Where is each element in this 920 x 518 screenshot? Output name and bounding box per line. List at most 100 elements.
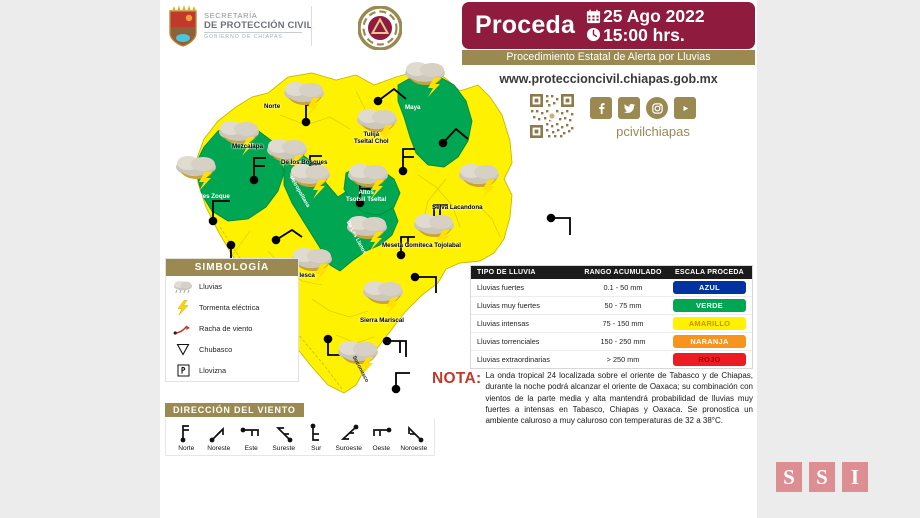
- table-row: Lluvias muy fuertes 50 - 75 mm VERDE: [471, 297, 752, 315]
- shower-triangle-icon: [172, 342, 194, 357]
- wind-dir-label: Noroeste: [400, 445, 428, 452]
- secretaria-text-block: SECRETARÍA DE PROTECCIÓN CIVIL GOBIERNO …: [204, 11, 313, 41]
- map-label-maya: Maya: [405, 104, 421, 111]
- map-label-sierra-mariscal: Sierra Mariscal: [360, 317, 405, 324]
- secretaria-line-3: GOBIERNO DE CHIAPAS: [204, 34, 283, 41]
- nota-label: NOTA:: [432, 370, 482, 387]
- table-header-rango: RANGO ACUMULADO: [584, 269, 662, 276]
- secretaria-line-2: DE PROTECCIÓN CIVIL: [204, 19, 313, 31]
- wind-barb: [271, 228, 303, 245]
- storm-icon: [459, 164, 499, 199]
- secretaria-rule: [204, 32, 302, 34]
- social-handle: pcivilchiapas: [616, 124, 690, 139]
- chiapas-coat-of-arms-icon: [168, 5, 198, 47]
- table-header-tipo: TIPO DE LLUVIA: [477, 269, 536, 276]
- wind-dir-label: Este: [244, 445, 258, 452]
- wind-barb-icon: [340, 424, 359, 440]
- website-url[interactable]: www.proteccioncivil.chiapas.gob.mx: [499, 72, 718, 86]
- wind-barb: [382, 336, 407, 357]
- simbologia-title: SIMBOLOGÍA: [166, 259, 298, 276]
- wind-barb: [438, 127, 469, 148]
- wind-dir-norte: Norte: [170, 422, 203, 452]
- ssi-letter: S: [776, 462, 802, 492]
- wind-direction-items: Norte Noreste Este: [165, 418, 435, 456]
- simbologia-item-tormenta: Tormenta eléctrica: [166, 297, 298, 318]
- cell-escala: VERDE: [667, 299, 752, 312]
- simbologia-panel: SIMBOLOGÍA Lluvias Tormenta eléctrica: [165, 258, 299, 382]
- wind-gust-icon: [172, 321, 194, 336]
- header-divider: [311, 6, 312, 46]
- storm-icon: [414, 214, 454, 249]
- wind-dir-label: Oeste: [372, 445, 391, 452]
- table-row: Lluvias torrenciales 150 - 250 mm NARANJ…: [471, 333, 752, 351]
- cell-rango: 0.1 - 50 mm: [603, 283, 643, 292]
- simbologia-item-racha: Racha de viento: [166, 318, 298, 339]
- cell-rango: 50 - 75 mm: [604, 301, 642, 310]
- cell-rango: > 250 mm: [606, 355, 640, 364]
- wind-direction-title: DIRECCIÓN DEL VIENTO: [165, 403, 304, 417]
- map-label-mezcalapa: Mezcalapa: [232, 143, 263, 150]
- map-label-frailesca: Frailesca: [288, 272, 315, 279]
- wind-dir-oeste: Oeste: [365, 422, 398, 452]
- rain-scale-table: TIPO DE LLUVIA RANGO ACUMULADO ESCALA PR…: [470, 265, 753, 369]
- facebook-icon[interactable]: [590, 97, 612, 119]
- ssi-letter: I: [842, 462, 868, 492]
- wind-barb-icon: [310, 423, 320, 441]
- storm-icon: [176, 156, 216, 191]
- wind-barb-icon: [275, 427, 293, 443]
- proceda-time-row: 15:00 hrs.: [586, 25, 705, 45]
- twitter-icon[interactable]: [618, 97, 640, 119]
- cell-tipo: Lluvias extraordinarias: [477, 355, 551, 364]
- instagram-icon[interactable]: [646, 97, 668, 119]
- wind-barb: [208, 200, 230, 226]
- wind-barb: [249, 157, 266, 185]
- wind-barb-icon: [373, 427, 392, 436]
- wind-barb-icon: [209, 426, 224, 443]
- map-label-norte: Norte: [264, 103, 281, 110]
- wind-direction-panel: DIRECCIÓN DEL VIENTO Norte Noreste: [165, 400, 435, 456]
- map-region-maya: [397, 74, 473, 168]
- table-header-row: TIPO DE LLUVIA RANGO ACUMULADO ESCALA PR…: [471, 266, 752, 279]
- secretaria-line-1: SECRETARÍA: [204, 11, 258, 20]
- wind-dir-label: Norte: [178, 445, 195, 452]
- wind-barb: [391, 372, 410, 394]
- storm-icon: [357, 109, 397, 144]
- map-label-meseta-comiteca-tojolabal: Meseta Comiteca Tojolabal: [382, 242, 461, 249]
- youtube-icon[interactable]: [674, 97, 696, 119]
- wind-barb: [396, 236, 415, 260]
- ssi-watermark: S S I: [776, 462, 868, 492]
- cell-tipo: Lluvias muy fuertes: [477, 301, 540, 310]
- wind-dir-sur: Sur: [300, 422, 333, 452]
- proteccion-civil-emblem-icon: [357, 5, 403, 51]
- wind-dir-label: Sur: [311, 445, 322, 452]
- map-label-de-los-bosques: De los Bosques: [281, 159, 328, 166]
- header: SECRETARÍA DE PROTECCIÓN CIVIL GOBIERNO …: [160, 0, 757, 65]
- storm-icon: [284, 82, 324, 117]
- social-links: [590, 97, 696, 119]
- simbologia-label: Lluvias: [199, 282, 223, 291]
- storm-icon: [363, 281, 403, 316]
- storm-icon: [348, 164, 388, 199]
- qr-code[interactable]: [528, 92, 576, 140]
- simbologia-label: Tormenta eléctrica: [199, 303, 260, 312]
- proceda-badge: Proceda: [462, 2, 755, 49]
- storm-icon: [290, 164, 330, 199]
- wind-barb: [546, 213, 571, 235]
- wind-barb: [373, 87, 407, 106]
- wind-barb: [323, 334, 342, 356]
- table-row: Lluvias fuertes 0.1 - 50 mm AZUL: [471, 279, 752, 297]
- cell-tipo: Lluvias torrenciales: [477, 337, 540, 346]
- cell-escala: NARANJA: [667, 335, 752, 348]
- wind-barb-icon: [240, 427, 260, 436]
- wind-dir-sureste: Sureste: [268, 422, 301, 452]
- drizzle-icon: [172, 363, 194, 378]
- nota-text: La onda tropical 24 localizada sobre el …: [485, 371, 753, 426]
- nota-block: NOTA: La onda tropical 24 localizada sob…: [432, 370, 753, 427]
- simbologia-item-chubasco: Chubasco: [166, 339, 298, 360]
- wind-dir-label: Noreste: [207, 445, 231, 452]
- table-header-escala: ESCALA PROCEDA: [675, 269, 744, 276]
- scale-badge: AMARILLO: [673, 317, 746, 330]
- table-row: Lluvias extraordinarias > 250 mm ROJO: [471, 351, 752, 368]
- map-label-selva-lacandona: Selva Lacandona: [432, 204, 483, 211]
- scale-badge: NARANJA: [673, 335, 746, 348]
